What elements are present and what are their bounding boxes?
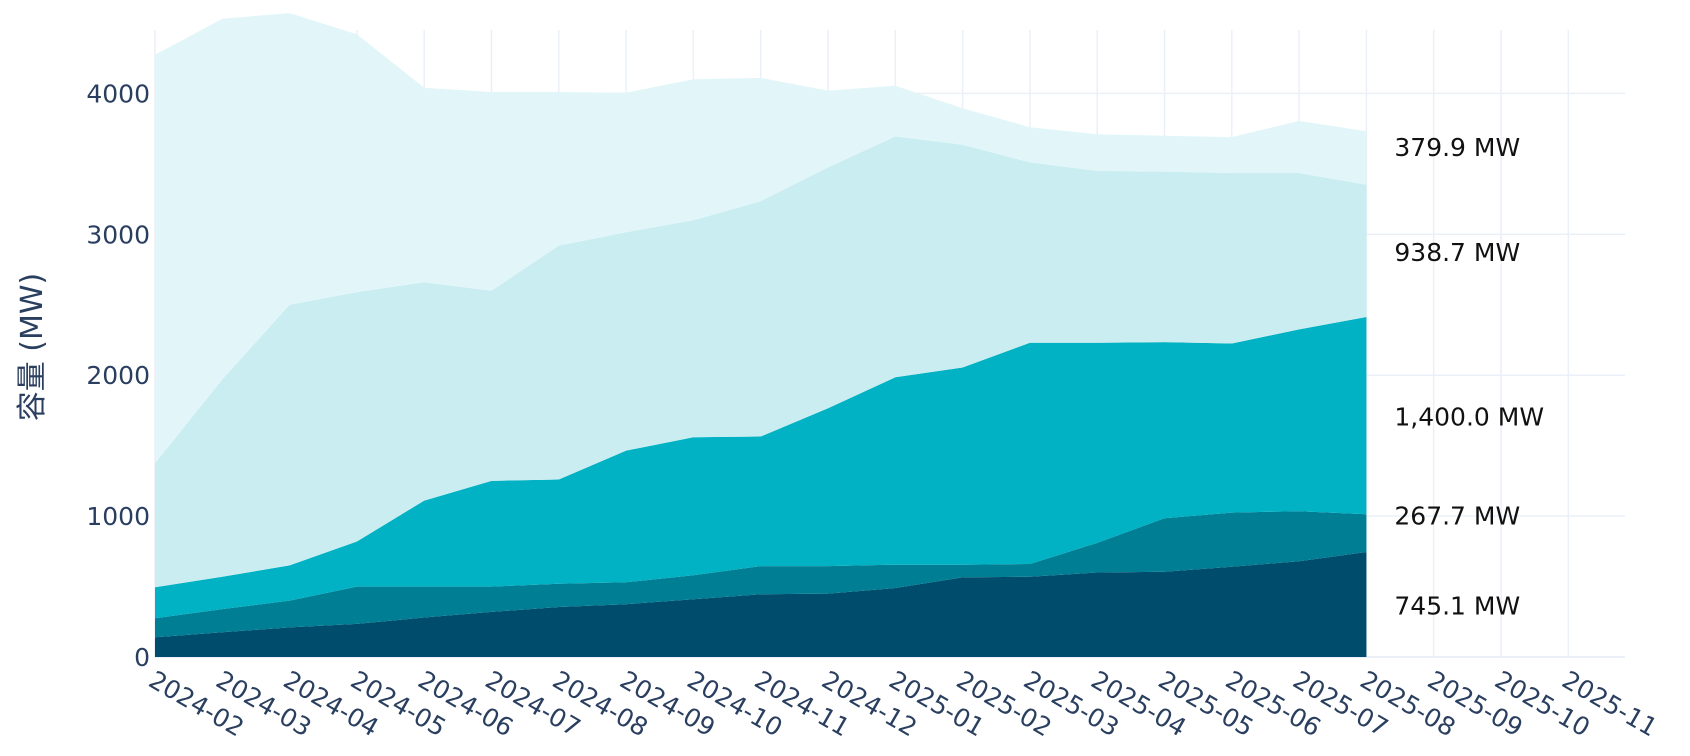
- area-series-2: [155, 511, 1367, 638]
- end-value-label: 1,400.0 MW: [1394, 403, 1544, 432]
- y-tick-label: 2000: [86, 361, 150, 390]
- end-value-label: 938.7 MW: [1394, 238, 1520, 267]
- end-value-label: 379.9 MW: [1394, 133, 1520, 162]
- end-value-label: 745.1 MW: [1394, 592, 1520, 621]
- end-value-labels: 745.1 MW 267.7 MW 1,400.0 MW 938.7 MW 379.9 …: [1394, 133, 1544, 620]
- y-tick-label: 4000: [86, 79, 150, 108]
- y-axis-ticks: 0 1000 2000 3000 4000: [86, 79, 150, 672]
- y-tick-label: 1000: [86, 502, 150, 531]
- y-tick-label: 3000: [86, 220, 150, 249]
- y-axis-title: 容量 (MW): [15, 273, 50, 422]
- area-series-1: [155, 552, 1367, 657]
- area-series-5: [155, 13, 1367, 464]
- x-axis-ticks: 2024-022024-032024-042024-052024-062024-…: [144, 665, 1662, 742]
- y-tick-label: 0: [134, 643, 150, 672]
- end-value-label: 267.7 MW: [1394, 501, 1520, 530]
- area-series-3: [155, 317, 1367, 619]
- area-layers: [155, 13, 1367, 657]
- area-series-4: [155, 136, 1367, 588]
